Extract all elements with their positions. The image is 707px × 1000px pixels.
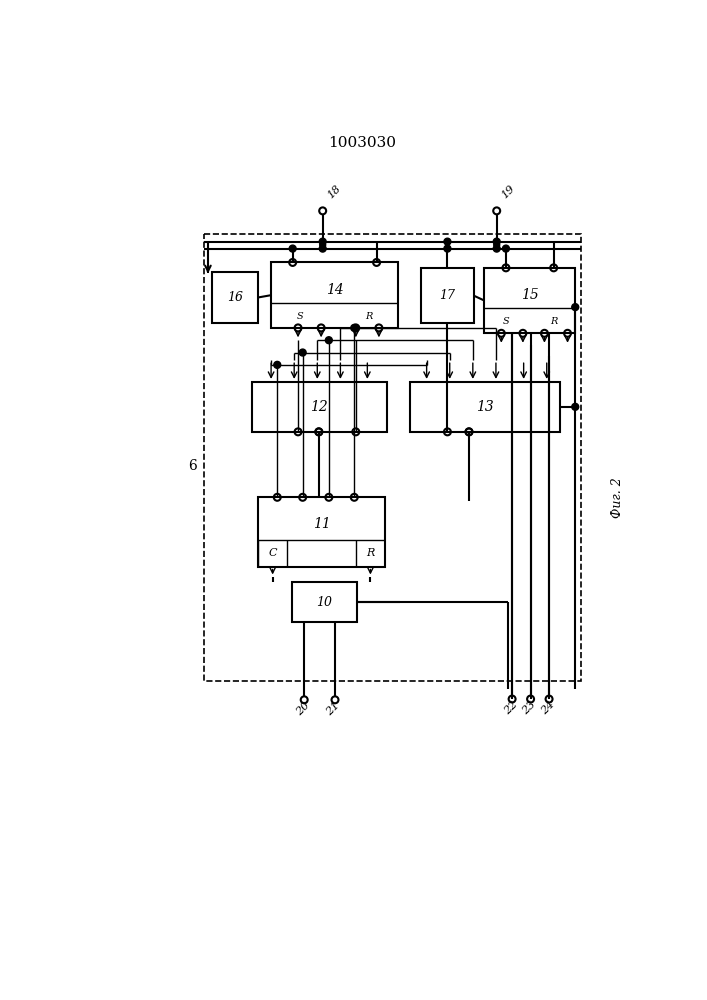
Text: 22: 22 — [502, 700, 519, 717]
Circle shape — [320, 238, 326, 245]
Text: 1003030: 1003030 — [328, 136, 396, 150]
Text: 6: 6 — [188, 460, 197, 474]
Bar — [484, 268, 575, 333]
Text: S: S — [503, 317, 509, 326]
Bar — [252, 382, 387, 432]
Text: 14: 14 — [326, 283, 344, 297]
Text: 24: 24 — [539, 700, 556, 717]
Circle shape — [320, 245, 326, 252]
Circle shape — [493, 245, 500, 252]
Text: R: R — [366, 312, 373, 321]
Circle shape — [351, 324, 358, 331]
Bar — [421, 268, 474, 323]
Circle shape — [493, 238, 500, 245]
Circle shape — [274, 361, 281, 368]
Text: R: R — [366, 548, 375, 558]
Text: 23: 23 — [520, 700, 537, 717]
Text: R: R — [550, 317, 557, 326]
Bar — [409, 382, 560, 432]
Bar — [271, 262, 398, 328]
Circle shape — [444, 238, 451, 245]
Bar — [204, 234, 581, 681]
Bar — [212, 272, 258, 323]
Text: 18: 18 — [326, 183, 343, 200]
Text: Фиг. 2: Фиг. 2 — [611, 477, 624, 518]
Circle shape — [503, 245, 510, 252]
Text: C: C — [269, 548, 277, 558]
Circle shape — [572, 304, 579, 311]
Circle shape — [444, 245, 451, 252]
Circle shape — [299, 349, 306, 356]
Text: 20: 20 — [294, 700, 311, 718]
Circle shape — [325, 337, 332, 344]
Bar — [258, 497, 385, 567]
Text: 15: 15 — [521, 288, 539, 302]
Text: 21: 21 — [325, 700, 342, 718]
Text: 12: 12 — [310, 400, 328, 414]
Text: 13: 13 — [476, 400, 493, 414]
Text: 16: 16 — [227, 291, 243, 304]
Text: 10: 10 — [317, 596, 332, 609]
Circle shape — [289, 245, 296, 252]
Text: S: S — [297, 312, 304, 321]
Circle shape — [572, 403, 579, 410]
Text: 17: 17 — [440, 289, 455, 302]
Text: 11: 11 — [312, 517, 330, 531]
Bar — [292, 582, 357, 622]
Text: 19: 19 — [500, 183, 517, 200]
